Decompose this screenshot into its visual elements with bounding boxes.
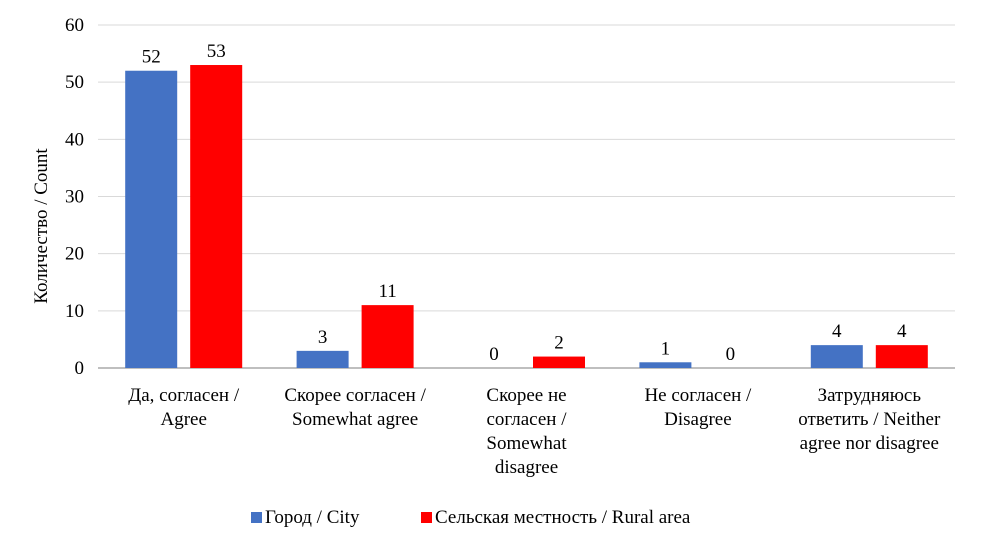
x-tick-label: Скорее согласен / Somewhat agree <box>284 385 426 430</box>
data-labels: 52 53 3 11 0 2 1 0 4 4 <box>142 41 907 365</box>
y-tick-label: 40 <box>65 129 84 150</box>
x-tick-label-line: disagree <box>495 457 558 478</box>
data-label: 1 <box>661 338 671 359</box>
data-label: 52 <box>142 47 161 68</box>
bar <box>639 362 692 368</box>
x-tick-label: Да, согласен / Agree <box>128 385 240 430</box>
x-tick-label-line: согласен / <box>487 409 568 430</box>
x-tick-label-line: agree nor disagree <box>800 433 939 454</box>
y-tick-label: 20 <box>65 244 84 265</box>
x-tick-label-line: Somewhat agree <box>292 409 418 430</box>
bar <box>810 345 863 368</box>
legend-swatch <box>251 512 262 523</box>
x-tick-label-line: Да, согласен / <box>128 385 240 406</box>
x-tick-label: Затрудняюсь ответить / Neither agree nor d… <box>798 385 941 454</box>
legend: Город / City Сельская местность / Rural a… <box>251 507 691 528</box>
data-label: 0 <box>489 344 499 365</box>
x-tick-label-line: Agree <box>160 409 206 430</box>
bar <box>361 305 414 368</box>
bar <box>296 350 349 368</box>
x-tick-label-line: Не согласен / <box>644 385 752 406</box>
data-label: 3 <box>318 327 328 348</box>
y-axis-label: Количество / Count <box>31 148 52 304</box>
x-axis-ticks: Да, согласен / Agree Скорее согласен / Some… <box>128 385 941 478</box>
y-tick-label: 30 <box>65 187 84 208</box>
x-tick-label-line: Somewhat <box>486 433 567 454</box>
bar <box>875 345 928 368</box>
data-label: 2 <box>554 333 564 354</box>
bar <box>125 70 178 368</box>
data-label: 53 <box>207 41 226 62</box>
y-tick-label: 50 <box>65 72 84 93</box>
legend-label: Сельская местность / Rural area <box>435 507 691 528</box>
x-tick-label-line: ответить / Neither <box>798 409 941 430</box>
bars <box>125 65 928 369</box>
x-tick-label-line: Скорее не <box>486 385 566 406</box>
bar <box>190 65 243 369</box>
x-tick-label-line: Затрудняюсь <box>818 385 922 406</box>
y-axis-ticks: 0 10 20 30 40 50 60 <box>65 15 84 379</box>
x-tick-label: Скорее не согласен / Somewhat disagree <box>486 385 567 478</box>
legend-swatch <box>421 512 432 523</box>
x-tick-label-line: Disagree <box>664 409 732 430</box>
data-label: 0 <box>726 344 736 365</box>
y-tick-label: 0 <box>75 358 85 379</box>
legend-label: Город / City <box>265 507 360 528</box>
y-tick-label: 10 <box>65 301 84 322</box>
x-tick-label: Не согласен / Disagree <box>644 385 752 430</box>
data-label: 11 <box>378 281 396 302</box>
bar <box>533 356 585 368</box>
x-tick-label-line: Скорее согласен / <box>284 385 426 406</box>
data-label: 4 <box>832 321 842 342</box>
y-tick-label: 60 <box>65 15 84 36</box>
data-label: 4 <box>897 321 907 342</box>
